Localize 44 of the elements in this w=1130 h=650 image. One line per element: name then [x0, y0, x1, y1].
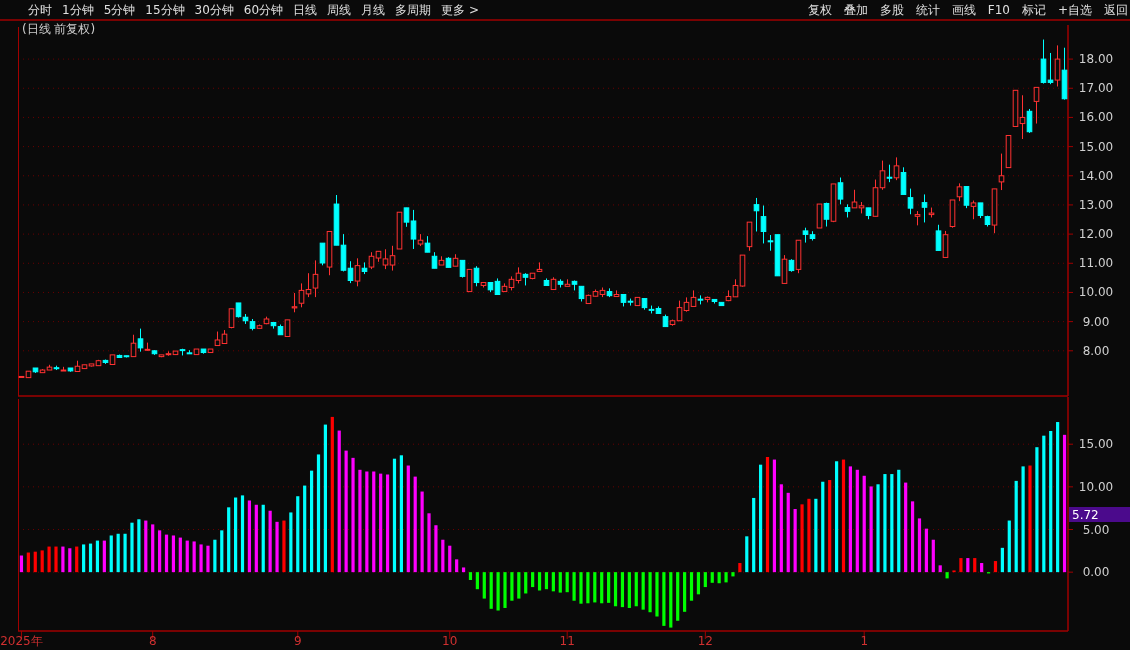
x-tick-label: 9 [293, 634, 302, 648]
x-tick-label: 10 [442, 634, 458, 648]
x-tick-label: 11 [559, 634, 575, 648]
y-tick-label: 10.00 [1078, 479, 1114, 494]
y-tick-label: 12.00 [1078, 227, 1114, 242]
y-tick-label: 18.00 [1078, 52, 1114, 67]
x-tick-label: 12 [697, 634, 713, 648]
y-tick-label: 13.00 [1078, 197, 1114, 212]
text: 5.72 [1072, 508, 1099, 522]
text: 15分钟 [145, 3, 185, 17]
y-tick-label: 9.00 [1082, 314, 1110, 329]
text: 多周期 [395, 3, 432, 17]
y-tick-label: 15.00 [1078, 139, 1114, 154]
x-tick-label: 8 [148, 634, 157, 648]
text: 叠加 [843, 3, 868, 17]
y-tick-label: 5.00 [1082, 522, 1110, 537]
y-tick-label: 0.00 [1082, 565, 1110, 580]
x-tick-label: 2025年 [0, 634, 43, 648]
y-tick-label: 14.00 [1078, 168, 1114, 183]
text: 5分钟 [103, 3, 136, 17]
y-tick-label: 15.00 [1078, 437, 1114, 452]
text: 60分钟 [243, 3, 284, 17]
text: 月线 [361, 3, 386, 17]
y-tick-label: 8.00 [1082, 343, 1110, 358]
text: 统计 [915, 3, 940, 17]
text: 画线 [951, 3, 976, 17]
text: 日线 [293, 3, 318, 17]
text: +自选 [1057, 3, 1092, 17]
y-tick-label: 10.00 [1078, 285, 1114, 300]
text: 30分钟 [194, 3, 234, 17]
text: 返回 [1104, 3, 1128, 17]
text: 周线 [327, 3, 352, 17]
text: 复权 [807, 3, 832, 17]
text: 分时 [28, 3, 52, 17]
text: 多股 [879, 3, 904, 17]
y-tick-label: 17.00 [1078, 81, 1114, 96]
y-tick-label: 11.00 [1078, 256, 1114, 271]
text: F10 [987, 3, 1010, 17]
text: 1分钟 [62, 3, 94, 17]
text: 标记 [1020, 3, 1046, 17]
x-tick-label: 1 [860, 634, 869, 648]
text: 更多 > [441, 3, 479, 17]
y-tick-label: 16.00 [1078, 110, 1114, 125]
chart-title: (日线 前复权) [22, 22, 96, 36]
